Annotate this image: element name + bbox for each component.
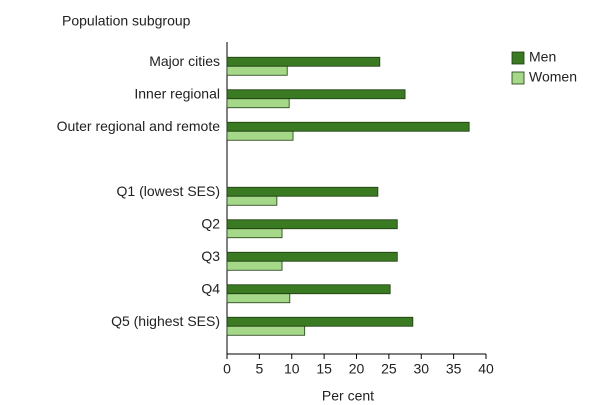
bar (226, 65, 288, 76)
bar (226, 316, 414, 327)
y-tick-label: Q5 (highest SES) (111, 313, 220, 329)
x-tick-label: 0 (223, 361, 231, 377)
bar (226, 228, 283, 239)
y-axis-title: Population subgroup (62, 13, 191, 29)
y-tick-label: Q4 (201, 280, 220, 296)
legend-label: Women (529, 69, 577, 85)
x-tick-label: 15 (316, 361, 332, 377)
x-axis-title: Per cent (322, 388, 374, 404)
bar (226, 325, 306, 336)
bar (226, 98, 290, 109)
bar (226, 219, 398, 230)
y-tick-label: Q2 (201, 215, 220, 231)
x-tick-label: 5 (255, 361, 263, 377)
bar (226, 284, 391, 295)
legend-swatch (511, 51, 525, 65)
bar (226, 130, 294, 141)
y-tick-label: Inner regional (134, 85, 220, 101)
x-tick-label: 10 (284, 361, 300, 377)
y-tick-label: Outer regional and remote (57, 118, 221, 134)
bar (226, 89, 406, 100)
legend-label: Men (529, 49, 556, 65)
bar (226, 195, 278, 206)
y-tick-label: Q1 (lowest SES) (117, 183, 220, 199)
x-tick-label: 30 (413, 361, 429, 377)
bar (226, 121, 470, 132)
bar (226, 186, 379, 197)
bar (226, 251, 398, 262)
x-tick-label: 40 (478, 361, 494, 377)
bar (226, 293, 291, 304)
bar (226, 56, 381, 67)
y-tick-label: Major cities (149, 53, 220, 69)
legend-swatch (511, 71, 525, 85)
y-tick-label: Q3 (201, 248, 220, 264)
x-tick-label: 20 (349, 361, 365, 377)
x-tick-label: 25 (381, 361, 397, 377)
x-tick-label: 35 (446, 361, 462, 377)
bar (226, 260, 283, 271)
